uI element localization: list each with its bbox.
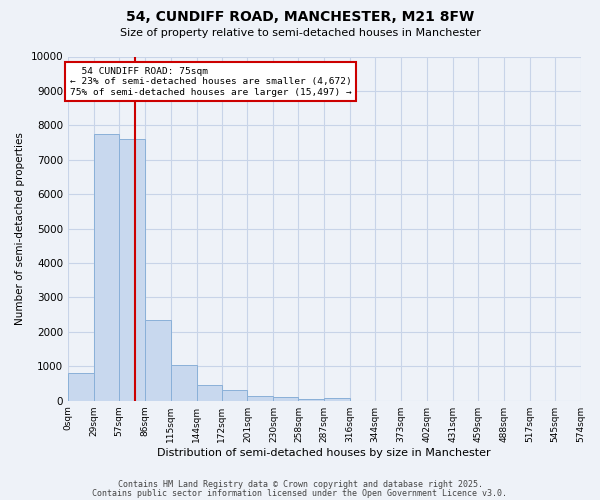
Y-axis label: Number of semi-detached properties: Number of semi-detached properties bbox=[15, 132, 25, 325]
X-axis label: Distribution of semi-detached houses by size in Manchester: Distribution of semi-detached houses by … bbox=[157, 448, 491, 458]
Bar bbox=[324, 398, 350, 400]
Bar bbox=[171, 366, 197, 400]
Bar bbox=[145, 320, 171, 400]
Text: Contains public sector information licensed under the Open Government Licence v3: Contains public sector information licen… bbox=[92, 489, 508, 498]
Bar bbox=[197, 385, 221, 400]
Bar bbox=[68, 373, 94, 400]
Bar bbox=[221, 390, 247, 400]
Bar bbox=[247, 396, 274, 400]
Text: Size of property relative to semi-detached houses in Manchester: Size of property relative to semi-detach… bbox=[119, 28, 481, 38]
Text: 54, CUNDIFF ROAD, MANCHESTER, M21 8FW: 54, CUNDIFF ROAD, MANCHESTER, M21 8FW bbox=[126, 10, 474, 24]
Text: 54 CUNDIFF ROAD: 75sqm
← 23% of semi-detached houses are smaller (4,672)
75% of : 54 CUNDIFF ROAD: 75sqm ← 23% of semi-det… bbox=[70, 67, 352, 96]
Bar bbox=[274, 398, 298, 400]
Bar bbox=[119, 139, 145, 400]
Bar bbox=[94, 134, 119, 400]
Text: Contains HM Land Registry data © Crown copyright and database right 2025.: Contains HM Land Registry data © Crown c… bbox=[118, 480, 482, 489]
Bar bbox=[298, 399, 324, 400]
